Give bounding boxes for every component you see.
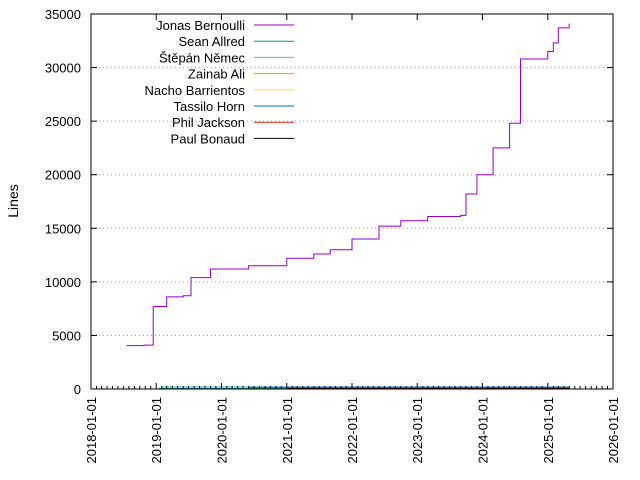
x-tick-label: 2026-01-01 [606, 397, 621, 464]
x-tick-label: 2018-01-01 [84, 397, 99, 464]
legend-label-jonas-bernoulli: Jonas Bernoulli [156, 18, 245, 33]
legend-label-zainab-ali: Zainab Ali [188, 67, 245, 82]
legend-label-stepan-nemec: Štěpán Němec [159, 50, 245, 65]
y-tick-label: 20000 [45, 168, 81, 183]
x-tick-label: 2022-01-01 [345, 397, 360, 464]
legend-label-nacho-barrientos: Nacho Barrientos [145, 83, 246, 98]
y-tick-label: 35000 [45, 7, 81, 22]
x-tick-label: 2024-01-01 [475, 397, 490, 464]
series-line-jonas-bernoulli [126, 23, 570, 347]
legend-label-paul-bonaud: Paul Bonaud [171, 131, 245, 146]
plot-frame [90, 13, 614, 390]
legend-label-tassilo-horn: Tassilo Horn [173, 99, 245, 114]
y-axis-title: Lines [5, 184, 21, 217]
x-tick-label: 2025-01-01 [541, 397, 556, 464]
y-tick-label: 15000 [45, 221, 81, 236]
legend-label-phil-jackson: Phil Jackson [172, 115, 245, 130]
x-tick-label: 2021-01-01 [280, 397, 295, 464]
x-tick-label: 2023-01-01 [410, 397, 425, 464]
y-tick-label: 5000 [52, 328, 81, 343]
x-tick-label: 2019-01-01 [149, 397, 164, 464]
legend-label-sean-allred: Sean Allred [179, 34, 246, 49]
y-tick-label: 25000 [45, 114, 81, 129]
y-tick-label: 0 [74, 382, 81, 397]
y-tick-label: 30000 [45, 61, 81, 76]
y-tick-label: 10000 [45, 275, 81, 290]
grid-layer [91, 67, 613, 336]
y-axis-ticks: 0 5000 10000 15000 20000 25000 30000 35000 [45, 7, 613, 397]
x-tick-label: 2020-01-01 [214, 397, 229, 464]
x-axis-ticks: 2018-01-01 2019-01-01 2020-01-01 2021-01-01… [84, 14, 621, 464]
